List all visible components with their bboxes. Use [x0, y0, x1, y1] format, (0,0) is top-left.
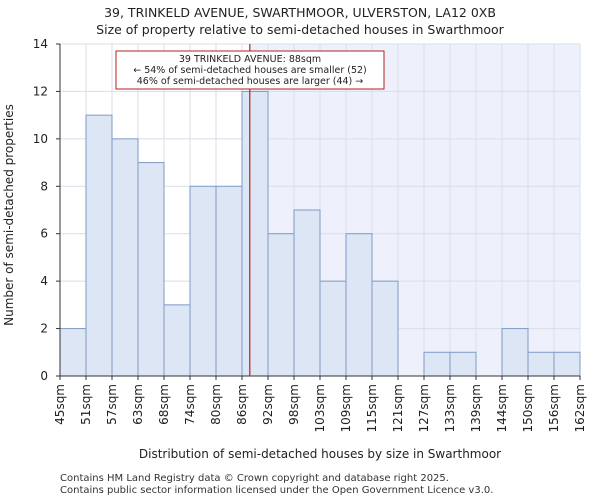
histogram-bar [319, 280, 347, 377]
x-tick-label: 45sqm [53, 384, 67, 425]
histogram-bar [163, 304, 191, 377]
x-tick-label: 74sqm [183, 384, 197, 425]
x-tick-label: 57sqm [105, 384, 119, 425]
annotation-box [115, 50, 385, 90]
y-tick-label: 14 [33, 37, 48, 51]
histogram-bar [111, 138, 139, 377]
chart-subtitle: Size of property relative to semi-detach… [96, 22, 504, 37]
x-tick-label: 68sqm [157, 384, 171, 425]
y-axis-label: Number of semi-detached properties [2, 104, 16, 326]
histogram-bar [553, 351, 581, 377]
annotation-line-3: 46% of semi-detached houses are larger (… [137, 76, 364, 87]
histogram-bar [423, 351, 451, 377]
histogram-bar [189, 185, 217, 377]
y-tick-label: 0 [40, 369, 48, 383]
y-tick-label: 6 [40, 227, 48, 241]
histogram-bar [241, 90, 269, 377]
y-tick-label: 2 [40, 322, 48, 336]
y-tick-label: 12 [33, 84, 48, 98]
annotation-line-2: ← 54% of semi-detached houses are smalle… [133, 65, 367, 76]
footer-line-1: Contains HM Land Registry data © Crown c… [60, 473, 449, 484]
histogram-bar [345, 233, 373, 377]
x-tick-label: 92sqm [261, 384, 275, 425]
x-tick-label: 103sqm [313, 384, 327, 432]
histogram-bar [449, 351, 477, 377]
x-tick-label: 144sqm [495, 384, 509, 432]
histogram-bar [59, 328, 87, 377]
x-tick-label: 80sqm [209, 384, 223, 425]
histogram-bar [137, 162, 165, 377]
chart-title: 39, TRINKELD AVENUE, SWARTHMOOR, ULVERST… [104, 5, 496, 20]
y-tick-label: 10 [33, 132, 48, 146]
x-tick-label: 51sqm [79, 384, 93, 425]
x-tick-label: 109sqm [339, 384, 353, 432]
x-axis-label: Distribution of semi-detached houses by … [139, 447, 501, 461]
y-tick-label: 4 [40, 274, 48, 288]
x-tick-label: 156sqm [547, 384, 561, 432]
x-tick-label: 115sqm [365, 384, 379, 432]
x-tick-label: 121sqm [391, 384, 405, 432]
x-tick-label: 150sqm [521, 384, 535, 432]
histogram-bar [501, 328, 529, 377]
x-tick-label: 139sqm [469, 384, 483, 432]
x-tick-label: 133sqm [443, 384, 457, 432]
histogram-bar [215, 185, 243, 377]
footer-line-2: Contains public sector information licen… [60, 485, 494, 496]
y-tick-label: 8 [40, 179, 48, 193]
histogram-bar [85, 114, 113, 377]
x-tick-label: 162sqm [573, 384, 587, 432]
x-tick-label: 98sqm [287, 384, 301, 425]
annotation-line-1: 39 TRINKELD AVENUE: 88sqm [179, 54, 321, 65]
histogram-bar [527, 351, 555, 377]
histogram-bar [371, 280, 399, 377]
x-tick-label: 127sqm [417, 384, 431, 432]
x-tick-label: 63sqm [131, 384, 145, 425]
x-tick-label: 86sqm [235, 384, 249, 425]
histogram-bar [267, 233, 295, 377]
histogram-bar [293, 209, 321, 377]
